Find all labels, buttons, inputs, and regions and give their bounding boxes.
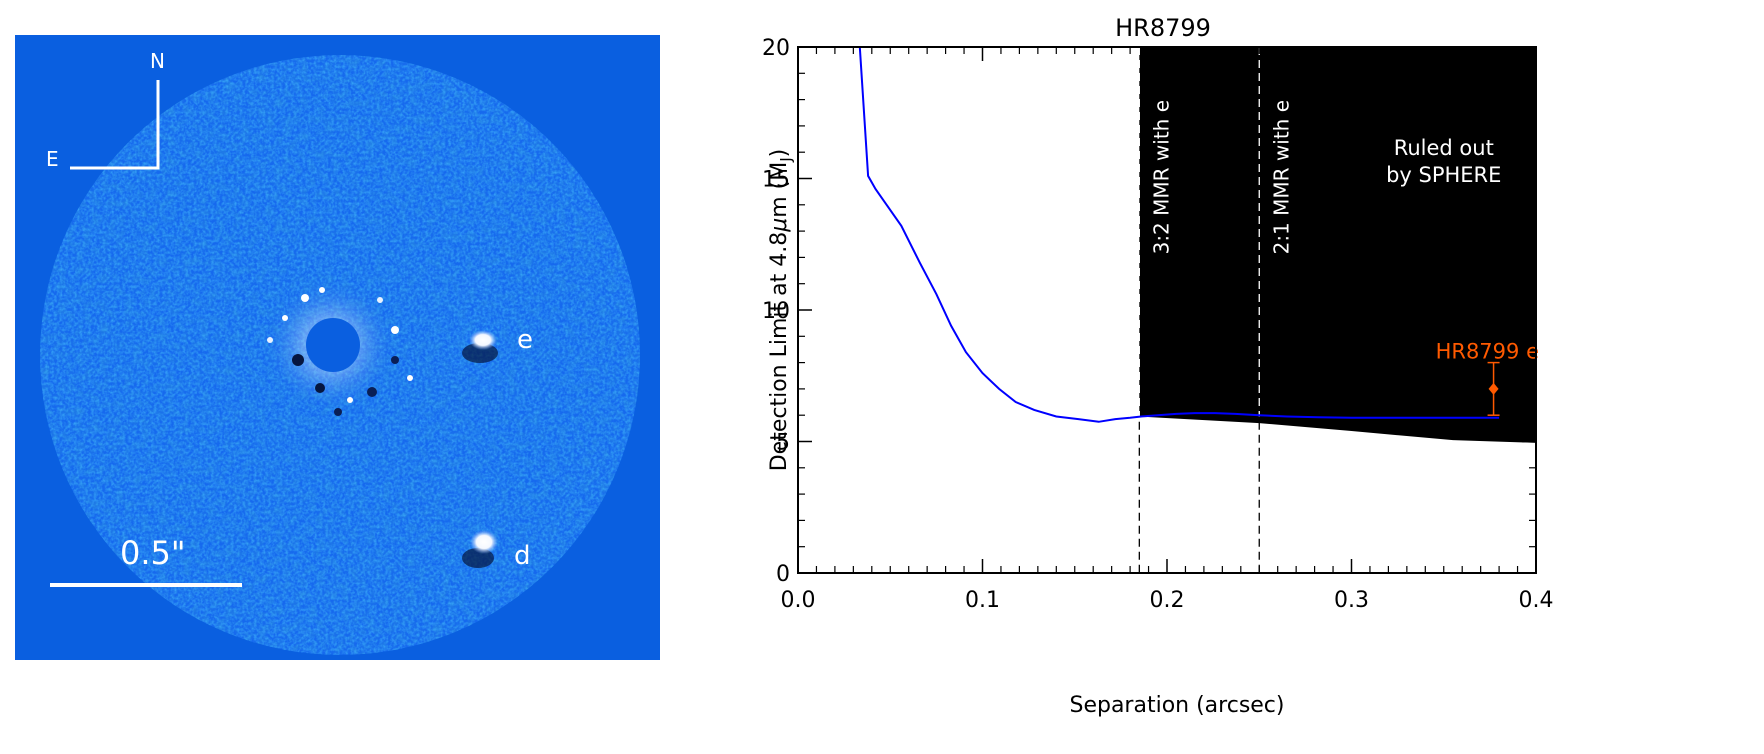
scale-bar-label: 0.5": [120, 534, 186, 572]
ruled-out-label-line-1: Ruled out: [1394, 136, 1494, 160]
y-tick-label-1: 5: [776, 431, 790, 456]
mmr-line-label-1: 3:2 MMR with e: [1149, 100, 1173, 254]
x-tick-label-4: 0.4: [1519, 588, 1554, 613]
compass-rose: N E: [46, 49, 165, 171]
compass-north-label: N: [150, 49, 165, 73]
planet-e: e: [462, 325, 533, 363]
axis-ticks: 0.0 0.1 0.2 0.3 0.4 0 5 10 15 20: [762, 36, 1554, 613]
y-tick-label-4: 20: [762, 36, 790, 61]
ruled-out-label: Ruled out by SPHERE: [1386, 136, 1501, 187]
chart-title: HR8799: [1115, 14, 1211, 42]
coronagraph-mask: [306, 318, 360, 372]
planet-d: d: [462, 530, 531, 571]
ruled-out-label-line-2: by SPHERE: [1386, 163, 1501, 187]
ruled-out-layer: [1139, 47, 1536, 443]
y-axis-label-text: Detection Limit at 4.8μm (MJ): [767, 149, 795, 472]
y-tick-label-0: 0: [776, 562, 790, 587]
y-tick-label-2: 10: [762, 299, 790, 324]
compass-east-label: E: [46, 147, 59, 171]
detection-limit-chart: HR8799 3:2 MMR with e 2:1 MMR with e Rule…: [760, 0, 1764, 750]
planet-e-label: e: [517, 325, 533, 355]
planet-point-layer: HR8799 e: [1436, 340, 1539, 416]
ruled-out-region: [1139, 47, 1536, 443]
chart-svg: HR8799 3:2 MMR with e 2:1 MMR with e Rule…: [762, 14, 1554, 718]
mmr-line-label-2: 2:1 MMR with e: [1269, 100, 1293, 254]
y-tick-label-3: 15: [762, 168, 790, 193]
scale-bar: 0.5": [50, 534, 242, 587]
x-tick-label-3: 0.3: [1334, 588, 1369, 613]
resonance-lines-layer: 3:2 MMR with e 2:1 MMR with e: [1138, 47, 1293, 573]
planet-d-label: d: [514, 541, 531, 571]
y-axis-label: Detection Limit at 4.8μm (MJ): [767, 149, 795, 472]
imaging-panel: e d N E 0.5": [0, 0, 760, 750]
x-axis-label: Separation (arcsec): [1069, 693, 1284, 718]
x-tick-label-2: 0.2: [1150, 588, 1185, 613]
detection-limit-curve: [858, 46, 1500, 423]
x-tick-label-0: 0.0: [781, 588, 816, 613]
planet-e-data-label: HR8799 e: [1436, 340, 1539, 364]
series-layer: [858, 46, 1500, 423]
planet-e-marker: [1488, 382, 1499, 395]
imaging-figure: e d N E 0.5": [15, 35, 660, 660]
x-tick-label-1: 0.1: [965, 588, 1000, 613]
